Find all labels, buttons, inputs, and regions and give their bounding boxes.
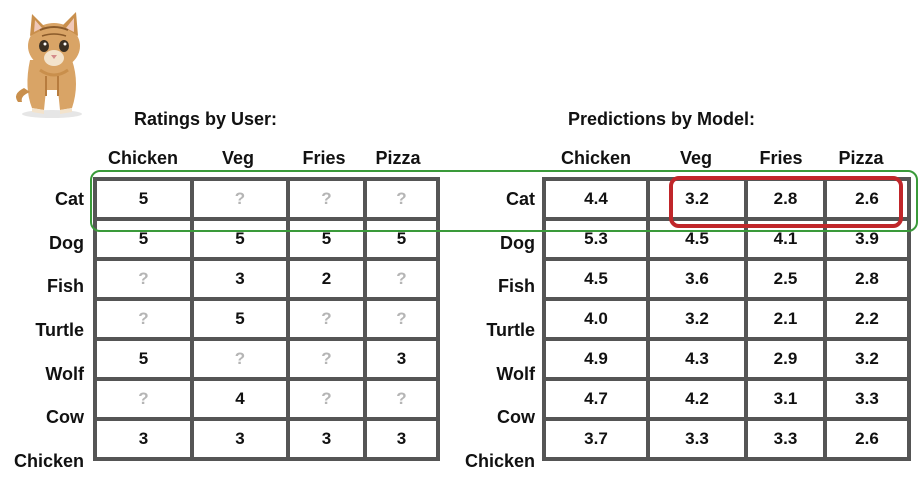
kitten-image (16, 12, 82, 118)
table-row: 4.0 3.2 2.1 2.2 (542, 297, 911, 341)
ratings-table: 5 ? ? ? 5 5 5 5 ? 3 2 ? ? 5 ? ? 5 ? ? 3 … (93, 177, 440, 461)
prediction-cell: 3.6 (646, 257, 748, 301)
rating-cell: ? (286, 297, 367, 341)
prediction-cell: 2.6 (823, 417, 911, 461)
right-col-header-pizza: Pizza (838, 148, 884, 168)
left-row-label-chicken: Chicken (13, 451, 84, 471)
left-row-label-turtle: Turtle (35, 320, 84, 340)
rating-cell: ? (286, 177, 367, 221)
prediction-cell: 4.7 (542, 377, 650, 421)
rating-cell: ? (93, 257, 194, 301)
rating-cell: ? (363, 177, 440, 221)
table-row: 3.7 3.3 3.3 2.6 (542, 417, 911, 461)
right-row-label-cow: Cow (497, 407, 535, 427)
left-col-header-pizza: Pizza (375, 148, 421, 168)
rating-cell: 5 (93, 217, 194, 261)
prediction-cell: 3.1 (744, 377, 827, 421)
prediction-cell: 4.5 (646, 217, 748, 261)
rating-cell: ? (363, 257, 440, 301)
table-row: 5 ? ? ? (93, 177, 440, 221)
table-row: 4.7 4.2 3.1 3.3 (542, 377, 911, 421)
rating-cell: ? (363, 297, 440, 341)
rating-cell: 3 (363, 417, 440, 461)
prediction-cell: 2.8 (744, 177, 827, 221)
right-row-label-fish: Fish (497, 276, 535, 296)
table-row: ? 3 2 ? (93, 257, 440, 301)
rating-cell: ? (93, 377, 194, 421)
left-col-header-chicken: Chicken (107, 148, 179, 168)
prediction-cell: 4.9 (542, 337, 650, 381)
prediction-cell: 2.1 (744, 297, 827, 341)
table-row: ? 5 ? ? (93, 297, 440, 341)
table-row: ? 4 ? ? (93, 377, 440, 421)
left-col-header-veg: Veg (221, 148, 255, 168)
rating-cell: ? (190, 337, 290, 381)
right-col-header-fries: Fries (759, 148, 803, 168)
prediction-cell: 4.5 (542, 257, 650, 301)
prediction-cell: 4.4 (542, 177, 650, 221)
prediction-cell: 4.0 (542, 297, 650, 341)
rating-cell: 5 (190, 217, 290, 261)
prediction-cell: 3.3 (823, 377, 911, 421)
rating-cell: 3 (363, 337, 440, 381)
table-row: 4.5 3.6 2.5 2.8 (542, 257, 911, 301)
prediction-cell: 2.6 (823, 177, 911, 221)
prediction-cell: 4.3 (646, 337, 748, 381)
rating-cell: ? (363, 377, 440, 421)
prediction-cell: 2.5 (744, 257, 827, 301)
table-row: 3 3 3 3 (93, 417, 440, 461)
left-row-label-cow: Cow (46, 407, 84, 427)
right-row-label-cat: Cat (505, 189, 535, 209)
prediction-cell: 5.3 (542, 217, 650, 261)
rating-cell: 5 (286, 217, 367, 261)
table-row: 5 5 5 5 (93, 217, 440, 261)
rating-cell: ? (286, 337, 367, 381)
rating-cell: ? (190, 177, 290, 221)
prediction-cell: 3.7 (542, 417, 650, 461)
rating-cell: 3 (190, 257, 290, 301)
rating-cell: 5 (93, 177, 194, 221)
prediction-cell: 3.3 (744, 417, 827, 461)
table-row: 5 ? ? 3 (93, 337, 440, 381)
table-row: 4.4 3.2 2.8 2.6 (542, 177, 911, 221)
rating-cell: 5 (190, 297, 290, 341)
right-table-title: Predictions by Model: (568, 109, 756, 129)
left-row-label-dog: Dog (49, 233, 84, 253)
right-row-label-turtle: Turtle (486, 320, 535, 340)
right-col-header-veg: Veg (679, 148, 713, 168)
prediction-cell: 3.3 (646, 417, 748, 461)
right-row-label-chicken: Chicken (464, 451, 535, 471)
left-row-label-fish: Fish (46, 276, 84, 296)
prediction-cell: 4.2 (646, 377, 748, 421)
left-col-header-fries: Fries (302, 148, 346, 168)
prediction-cell: 3.2 (646, 177, 748, 221)
right-row-label-dog: Dog (500, 233, 535, 253)
rating-cell: 2 (286, 257, 367, 301)
right-row-label-wolf: Wolf (496, 364, 535, 384)
rating-cell: 3 (190, 417, 290, 461)
rating-cell: 4 (190, 377, 290, 421)
prediction-cell: 3.2 (823, 337, 911, 381)
rating-cell: 5 (93, 337, 194, 381)
prediction-cell: 2.9 (744, 337, 827, 381)
left-table-title: Ratings by User: (134, 109, 278, 129)
left-row-label-wolf: Wolf (45, 364, 84, 384)
left-row-label-cat: Cat (54, 189, 84, 209)
cat-row-highlight (90, 170, 918, 232)
rating-cell: ? (93, 297, 194, 341)
rating-cell: 3 (286, 417, 367, 461)
right-col-header-chicken: Chicken (560, 148, 632, 168)
prediction-cell: 3.2 (646, 297, 748, 341)
rating-cell: 5 (363, 217, 440, 261)
prediction-cell: 3.9 (823, 217, 911, 261)
table-row: 4.9 4.3 2.9 3.2 (542, 337, 911, 381)
cat-predictions-highlight (669, 176, 903, 228)
prediction-cell: 2.2 (823, 297, 911, 341)
rating-cell: ? (286, 377, 367, 421)
rating-cell: 3 (93, 417, 194, 461)
table-row: 5.3 4.5 4.1 3.9 (542, 217, 911, 261)
prediction-cell: 2.8 (823, 257, 911, 301)
